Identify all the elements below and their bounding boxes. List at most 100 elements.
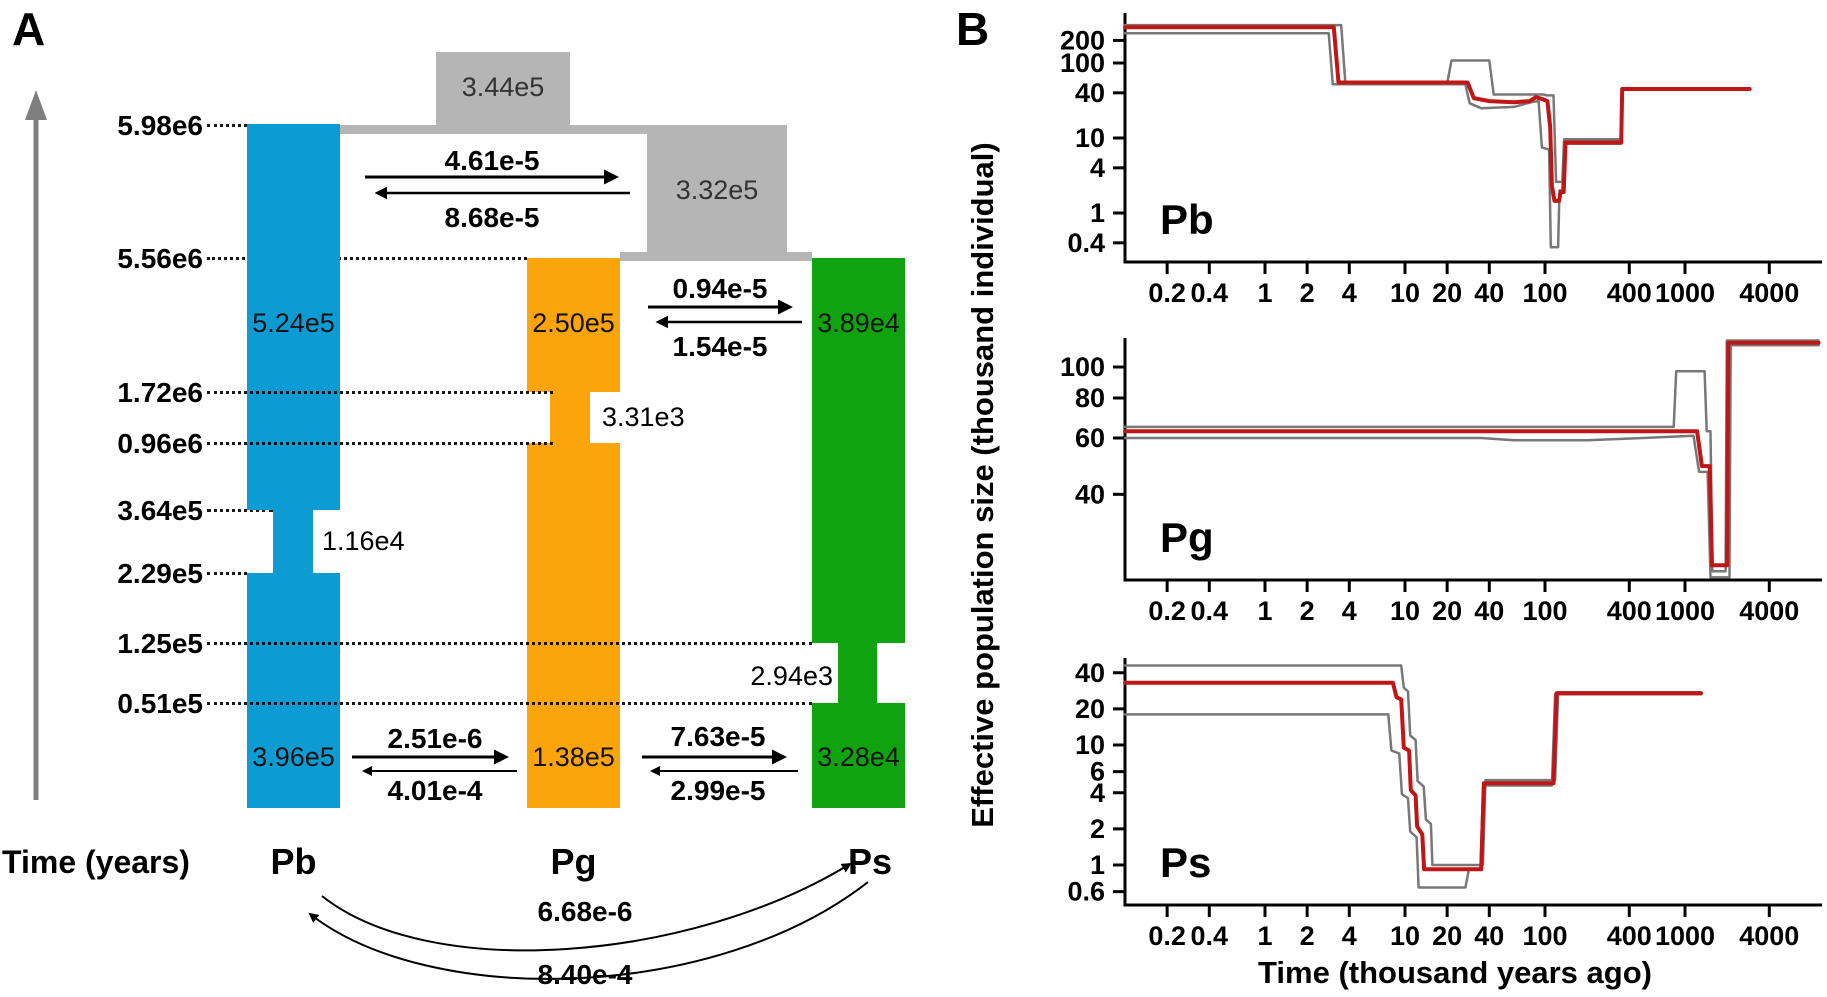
mig-pb-anc-forward: 4.61e-5 bbox=[444, 145, 540, 176]
arc-pb-to-ps bbox=[321, 862, 852, 952]
plot-Ps-y-tick-label-0.6: 0.6 bbox=[1067, 877, 1105, 907]
plot-Pb-x-tick-label-2: 2 bbox=[1300, 278, 1315, 308]
plot-Pb-series-median bbox=[1123, 25, 1752, 203]
plot-Ps-x-tick-label-20: 20 bbox=[1432, 921, 1462, 951]
plot-Pg-x-tick-label-20: 20 bbox=[1432, 596, 1462, 626]
pg-bar-bottleneck bbox=[550, 392, 590, 443]
plot-Pg-y-tick-label-60: 60 bbox=[1075, 423, 1105, 453]
plot-Pb-x-tick-label-1000: 1000 bbox=[1655, 278, 1715, 308]
mig-pg-ps-ancient-backward: 1.54e-5 bbox=[672, 331, 768, 362]
mig-pg-ps-backward: 2.99e-5 bbox=[670, 775, 766, 806]
plot-Ps-series-median bbox=[1123, 680, 1703, 872]
plot-Pg-x-tick-label-10: 10 bbox=[1390, 596, 1420, 626]
plot-Pb-x-tick-label-0.2: 0.2 bbox=[1148, 278, 1186, 308]
pop-label-pb: Pb bbox=[270, 841, 317, 882]
plot-Pb-x-tick-label-20: 20 bbox=[1432, 278, 1462, 308]
pb-bar-lower bbox=[247, 573, 340, 808]
pb-bar-upper bbox=[247, 124, 340, 510]
plot-Pg-series-median bbox=[1123, 340, 1821, 568]
panel-b-label: B bbox=[956, 3, 990, 55]
y-axis-title: Effective population size (thousand indi… bbox=[965, 142, 1000, 828]
time-tick-0.51e5: 0.51e5 bbox=[117, 688, 203, 719]
plot-Ps-x-tick-label-10: 10 bbox=[1390, 921, 1420, 951]
mig-pg-ps-ancient-forward: 0.94e-5 bbox=[672, 273, 768, 304]
plot-Pg-y-tick-label-40: 40 bbox=[1075, 479, 1105, 509]
plot-Pb-y-tick-label-100: 100 bbox=[1060, 48, 1105, 78]
plot-Pg-x-tick-label-100: 100 bbox=[1522, 596, 1567, 626]
plot-Pg-x-tick-label-0.2: 0.2 bbox=[1148, 596, 1186, 626]
pg-ps-ancestor-block bbox=[647, 125, 787, 252]
plot-Pg-x-tick-label-2: 2 bbox=[1300, 596, 1315, 626]
plot-Ps-y-tick-label-10: 10 bbox=[1075, 730, 1105, 760]
mig-pb-pg-forward: 2.51e-6 bbox=[387, 723, 483, 754]
pb-size-bottleneck: 1.16e4 bbox=[322, 526, 405, 556]
root-ancestor-size: 3.44e5 bbox=[461, 72, 545, 102]
event-line-1.25e5 bbox=[207, 642, 812, 645]
event-line-5.56e6 bbox=[207, 257, 527, 260]
plot-Ps-title: Ps bbox=[1160, 839, 1211, 886]
plot-Ps-x-tick-label-1000: 1000 bbox=[1655, 921, 1715, 951]
plot-Pg-x-tick-label-400: 400 bbox=[1607, 596, 1652, 626]
plot-Pb-series-ci_upper bbox=[1123, 23, 1751, 184]
plot-Pb-x-tick-label-100: 100 bbox=[1522, 278, 1567, 308]
time-arrow-head-icon bbox=[25, 90, 47, 120]
time-tick-0.96e6: 0.96e6 bbox=[117, 428, 203, 459]
plot-Pg-x-tick-label-1: 1 bbox=[1257, 596, 1272, 626]
pg-size-bottleneck: 3.31e3 bbox=[602, 402, 685, 432]
pg-ps-ancestor-size: 3.32e5 bbox=[675, 175, 759, 205]
time-tick-2.29e5: 2.29e5 bbox=[117, 558, 203, 589]
plot-Pg-x-tick-label-4: 4 bbox=[1342, 596, 1357, 626]
plot-Pb-x-tick-label-0.4: 0.4 bbox=[1191, 278, 1229, 308]
pop-label-ps: Ps bbox=[847, 841, 893, 882]
event-line-1.72e6 bbox=[207, 391, 553, 394]
ps-bar-upper bbox=[812, 258, 905, 643]
ps-size-lower: 3.28e4 bbox=[817, 742, 900, 772]
plot-Pb-y-tick-label-200: 200 bbox=[1060, 25, 1105, 55]
plot-Ps-y-tick-label-40: 40 bbox=[1075, 658, 1105, 688]
panel-a-label: A bbox=[12, 3, 46, 55]
pg-size-upper: 2.50e5 bbox=[532, 308, 615, 338]
event-line-0.96e6 bbox=[207, 442, 553, 445]
pg-bar-lower bbox=[527, 443, 620, 808]
plot-Ps-y-tick-label-2: 2 bbox=[1090, 814, 1105, 844]
event-line-5.98e6 bbox=[207, 124, 247, 127]
plot-Ps-x-tick-label-400: 400 bbox=[1607, 921, 1652, 951]
root-ancestor-block bbox=[436, 52, 570, 125]
split-strip-pb bbox=[340, 125, 787, 134]
plot-Pg-series-ci_lower bbox=[1123, 343, 1820, 579]
plot-Pb-y-tick-label-1: 1 bbox=[1090, 198, 1105, 228]
plot-Pg-x-tick-label-40: 40 bbox=[1474, 596, 1504, 626]
plot-Pg-title: Pg bbox=[1160, 514, 1214, 561]
plot-Ps-y-tick-label-20: 20 bbox=[1075, 694, 1105, 724]
plot-Pb-x-tick-label-40: 40 bbox=[1474, 278, 1504, 308]
plot-Pb-x-tick-label-4: 4 bbox=[1342, 278, 1357, 308]
plot-Ps-series-ci_upper bbox=[1123, 664, 1703, 867]
plot-Ps-x-tick-label-1: 1 bbox=[1257, 921, 1272, 951]
plot-Pb-series-ci_lower bbox=[1123, 31, 1751, 249]
plot-Pb-title: Pb bbox=[1160, 196, 1214, 243]
pg-bar-upper bbox=[527, 258, 620, 392]
plot-Ps-y-tick-label-1: 1 bbox=[1090, 850, 1105, 880]
pop-label-pg: Pg bbox=[550, 841, 597, 882]
plot-Pg-y-tick-label-80: 80 bbox=[1075, 383, 1105, 413]
pb-size-lower: 3.96e5 bbox=[252, 742, 335, 772]
time-tick-1.72e6: 1.72e6 bbox=[117, 377, 203, 408]
plot-Pb-x-tick-label-10: 10 bbox=[1390, 278, 1420, 308]
plot-Pb-x-tick-label-4000: 4000 bbox=[1739, 278, 1799, 308]
pg-size-lower: 1.38e5 bbox=[532, 742, 615, 772]
plot-Ps-axes bbox=[1123, 658, 1822, 907]
plot-Pb-axes bbox=[1123, 13, 1822, 264]
event-line-3.64e5 bbox=[207, 509, 273, 512]
time-tick-3.64e5: 3.64e5 bbox=[117, 495, 203, 526]
mig-pb-anc-backward: 8.68e-5 bbox=[444, 202, 540, 233]
split-strip-pg-ps bbox=[620, 252, 812, 261]
time-tick-1.25e5: 1.25e5 bbox=[117, 628, 203, 659]
plot-Pg-x-tick-label-0.4: 0.4 bbox=[1191, 596, 1229, 626]
ps-size-upper: 3.89e4 bbox=[817, 308, 900, 338]
mig-pb-pg-backward: 4.01e-4 bbox=[387, 775, 483, 806]
plot-Pb-y-tick-label-4: 4 bbox=[1090, 153, 1105, 183]
mig-pb-ps-backward: 8.40e-4 bbox=[537, 959, 633, 990]
